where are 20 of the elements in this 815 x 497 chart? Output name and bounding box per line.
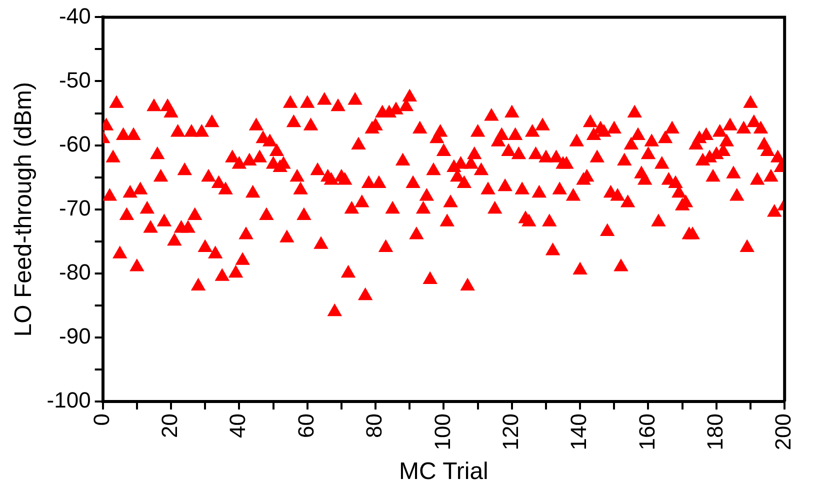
y-tick-label: -40 (59, 3, 91, 28)
x-tick-label: 140 (566, 413, 592, 450)
y-axis-title: LO Feed-through (dBm) (10, 82, 38, 337)
y-tick-label: -50 (59, 67, 91, 92)
y-tick-label: -70 (59, 195, 91, 220)
x-tick-label: 120 (498, 413, 523, 450)
x-tick-label: 0 (88, 413, 114, 426)
x-tick-label: 100 (430, 413, 455, 450)
y-tick-label: -60 (59, 131, 91, 156)
x-axis-title: MC Trial (399, 458, 488, 486)
x-tick-label: 200 (770, 413, 796, 450)
y-tick-label: -100 (46, 388, 91, 413)
x-tick-label: 180 (702, 413, 728, 450)
x-tick-label: 60 (293, 413, 318, 438)
y-tick-label: -90 (59, 324, 91, 349)
x-tick-label: 80 (362, 413, 387, 438)
x-tick-label: 20 (157, 413, 182, 438)
y-tick-label: -80 (59, 259, 91, 284)
x-tick-label: 40 (225, 413, 250, 438)
x-tick-label: 160 (634, 413, 660, 450)
